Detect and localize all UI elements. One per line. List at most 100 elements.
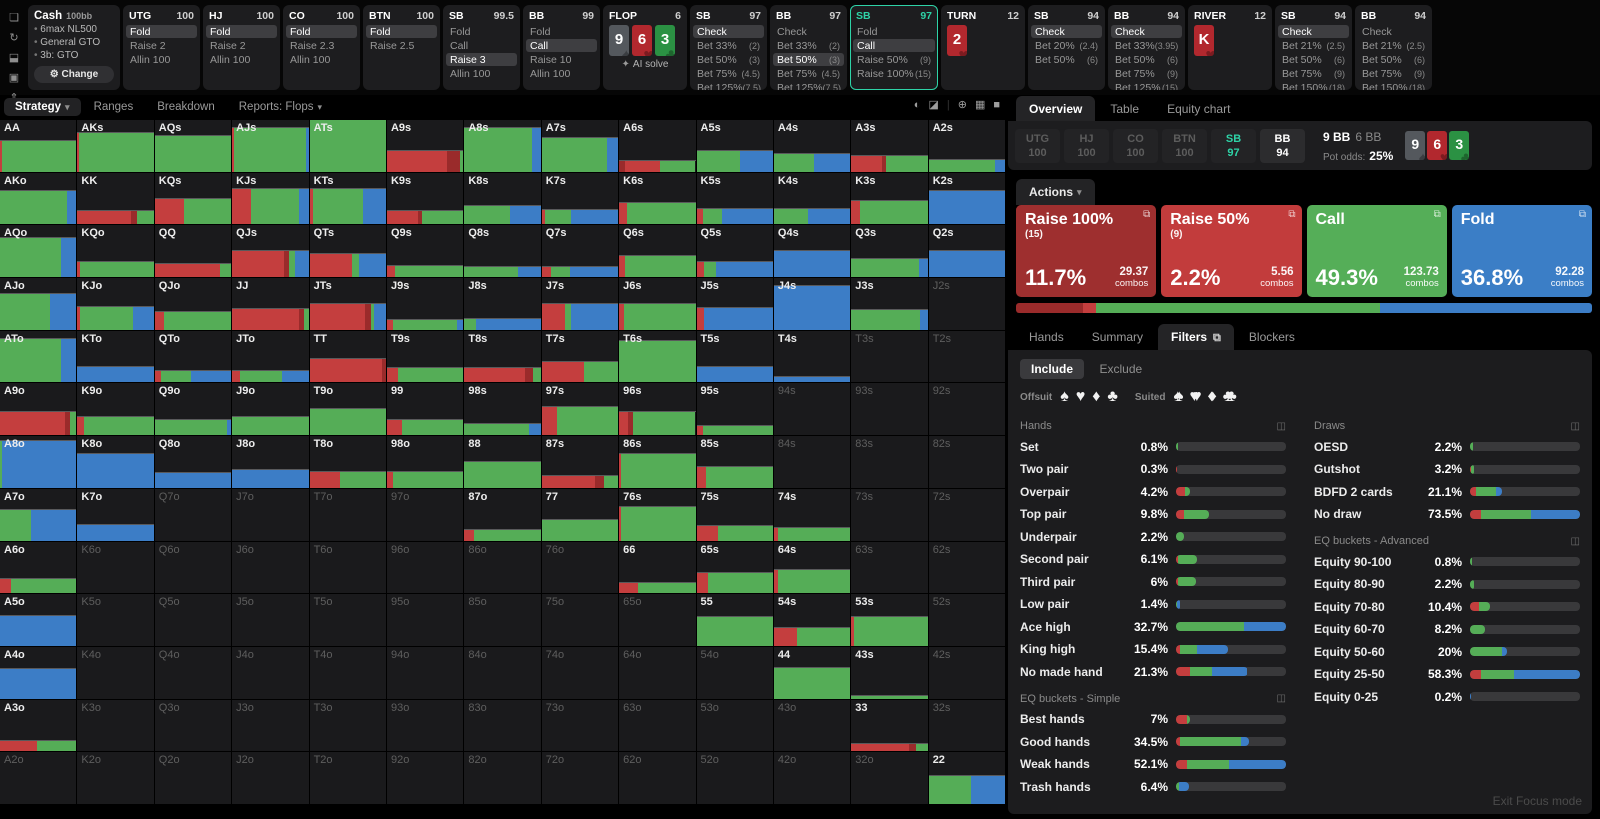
crosshair-icon[interactable]: ⊕ — [957, 99, 967, 111]
action-row[interactable]: Bet 150% (18) — [1358, 81, 1429, 91]
matrix-cell-K7s[interactable]: K7s — [541, 172, 619, 225]
stat-row[interactable]: Best hands 7% — [1020, 708, 1286, 731]
action-button-raise-50-[interactable]: Raise 50% (9) ⧉ 2.2% 5.56 combos — [1161, 205, 1302, 298]
stat-row[interactable]: Trash hands 6.4% — [1020, 775, 1286, 798]
stat-row[interactable]: Third pair 6% — [1020, 570, 1286, 593]
matrix-cell-A2o[interactable]: A2o — [0, 752, 77, 804]
matrix-cell-A8s[interactable]: A8s — [464, 120, 541, 172]
action-row[interactable]: Fold — [366, 25, 437, 38]
matrix-cell-J4s[interactable]: J4s — [773, 278, 851, 330]
matrix-cell-52s[interactable]: 52s — [928, 594, 1006, 646]
action-button-call[interactable]: Call ⧉ 49.3% 123.73 combos — [1306, 205, 1447, 298]
matrix-cell-55[interactable]: 55 — [696, 594, 773, 646]
include-toggle[interactable]: Include — [1020, 359, 1085, 380]
stat-row[interactable]: Good hands 34.5% — [1020, 730, 1286, 753]
matrix-cell-JTo[interactable]: JTo — [232, 330, 309, 383]
action-row[interactable]: Fold — [446, 25, 517, 38]
matrix-cell-93s[interactable]: 93s — [851, 383, 928, 436]
controller-icon[interactable]: ▣ — [8, 72, 20, 84]
matrix-cell-Q3o[interactable]: Q3o — [154, 699, 232, 752]
club-pair-icon[interactable]: ♣♣ — [1222, 388, 1237, 406]
matrix-cell-53o[interactable]: 53o — [696, 699, 773, 752]
matrix-cell-A7s[interactable]: A7s — [541, 120, 619, 172]
matrix-cell-A8o[interactable]: A8o — [0, 436, 77, 488]
matrix-cell-QJo[interactable]: QJo — [154, 278, 232, 330]
matrix-cell-KK[interactable]: KK — [77, 172, 154, 225]
action-row[interactable]: Bet 33% (2) — [693, 39, 764, 52]
matrix-cell-A5o[interactable]: A5o — [0, 594, 77, 646]
action-row[interactable]: Bet 125% (7.5) — [693, 81, 764, 91]
tab-filters[interactable]: Filters ⧉ — [1158, 324, 1234, 351]
matrix-cell-66[interactable]: 66 — [619, 541, 696, 594]
action-row[interactable]: Bet 150% (18) — [1278, 81, 1349, 91]
matrix-cell-A5s[interactable]: A5s — [696, 120, 773, 172]
action-row[interactable]: Bet 75% (4.5) — [773, 67, 844, 80]
tab-table[interactable]: Table — [1110, 102, 1140, 116]
matrix-cell-K9s[interactable]: K9s — [386, 172, 464, 225]
matrix-cell-K7o[interactable]: K7o — [77, 488, 154, 541]
color-mode-icon[interactable]: ◐ — [913, 98, 921, 111]
matrix-cell-A2s[interactable]: A2s — [928, 120, 1006, 172]
position-node-utg[interactable]: UTG 100 Fold Raise 2 Allin 100 — [123, 5, 200, 90]
matrix-cell-J4o[interactable]: J4o — [232, 646, 309, 699]
matrix-cell-KQo[interactable]: KQo — [77, 225, 154, 278]
matrix-cell-T7s[interactable]: T7s — [541, 330, 619, 383]
action-row[interactable]: Bet 125% (15) — [1111, 81, 1182, 91]
matrix-cell-T8s[interactable]: T8s — [464, 330, 541, 383]
matrix-cell-86s[interactable]: 86s — [619, 436, 696, 488]
matrix-cell-A4s[interactable]: A4s — [773, 120, 851, 172]
stat-row[interactable]: BDFD 2 cards 21.1% — [1314, 480, 1580, 503]
chip-hj[interactable]: HJ 100 — [1064, 128, 1109, 163]
matrix-cell-94o[interactable]: 94o — [386, 646, 464, 699]
position-node-sb[interactable]: SB 99.5 Fold Call Raise 3 Allin 100 — [443, 5, 520, 90]
action-row[interactable]: Bet 21% (2.5) — [1358, 39, 1429, 52]
matrix-cell-85o[interactable]: 85o — [464, 594, 541, 646]
action-row[interactable]: Bet 50% (6) — [1111, 53, 1182, 66]
action-row[interactable]: Call — [526, 39, 597, 52]
tab-blockers[interactable]: Blockers — [1248, 330, 1295, 345]
stat-row[interactable]: Low pair 1.4% — [1020, 593, 1286, 616]
matrix-cell-K5o[interactable]: K5o — [77, 594, 154, 646]
matrix-cell-ATs[interactable]: ATs — [309, 120, 386, 172]
matrix-cell-J2o[interactable]: J2o — [232, 752, 309, 804]
matrix-cell-J7s[interactable]: J7s — [541, 278, 619, 330]
action-row[interactable]: Raise 2.3 — [286, 39, 357, 52]
heart-pair-icon[interactable]: ♥♥ — [1189, 388, 1201, 406]
matrix-cell-KTo[interactable]: KTo — [77, 330, 154, 383]
matrix-cell-52o[interactable]: 52o — [696, 752, 773, 804]
matrix-cell-AQo[interactable]: AQo — [0, 225, 77, 278]
matrix-cell-KTs[interactable]: KTs — [309, 172, 386, 225]
matrix-cell-64s[interactable]: 64s — [773, 541, 851, 594]
exit-focus-mode-link[interactable]: Exit Focus mode — [1492, 794, 1582, 808]
matrix-cell-AA[interactable]: AA — [0, 120, 77, 172]
matrix-cell-95s[interactable]: 95s — [696, 383, 773, 436]
action-row[interactable]: Fold — [206, 25, 277, 38]
matrix-cell-AKo[interactable]: AKo — [0, 172, 77, 225]
matrix-cell-42o[interactable]: 42o — [773, 752, 851, 804]
contrast-icon[interactable]: ◪ — [928, 99, 939, 111]
spade-icon[interactable]: ♠ — [1060, 388, 1069, 406]
matrix-cell-Q2s[interactable]: Q2s — [928, 225, 1006, 278]
matrix-cell-QQ[interactable]: QQ — [154, 225, 232, 278]
matrix-cell-J5s[interactable]: J5s — [696, 278, 773, 330]
matrix-cell-62o[interactable]: 62o — [619, 752, 696, 804]
save-icon[interactable]: ⬓ — [8, 52, 20, 64]
matrix-cell-64o[interactable]: 64o — [619, 646, 696, 699]
matrix-cell-K4s[interactable]: K4s — [773, 172, 851, 225]
action-row[interactable]: Allin 100 — [206, 53, 277, 66]
matrix-cell-Q4s[interactable]: Q4s — [773, 225, 851, 278]
action-row[interactable]: Bet 50% (3) — [693, 53, 764, 66]
chip-bb[interactable]: BB 94 — [1260, 128, 1305, 163]
position-node-bb[interactable]: BB 97 Check Bet 33% (2) Bet 50% (3) Bet 75% (4.5… — [770, 5, 847, 90]
matrix-cell-Q8s[interactable]: Q8s — [464, 225, 541, 278]
matrix-cell-Q7s[interactable]: Q7s — [541, 225, 619, 278]
matrix-cell-76o[interactable]: 76o — [541, 541, 619, 594]
position-node-sb[interactable]: SB 97 Fold Call Raise 50% (9) Raise 100% (15) — [850, 5, 938, 90]
solid-grid-icon[interactable]: ■ — [993, 98, 1000, 111]
matrix-cell-Q2o[interactable]: Q2o — [154, 752, 232, 804]
chip-co[interactable]: CO 100 — [1113, 128, 1158, 163]
matrix-cell-Q9s[interactable]: Q9s — [386, 225, 464, 278]
matrix-cell-32s[interactable]: 32s — [928, 699, 1006, 752]
matrix-cell-AJs[interactable]: AJs — [232, 120, 309, 172]
matrix-cell-54s[interactable]: 54s — [773, 594, 851, 646]
